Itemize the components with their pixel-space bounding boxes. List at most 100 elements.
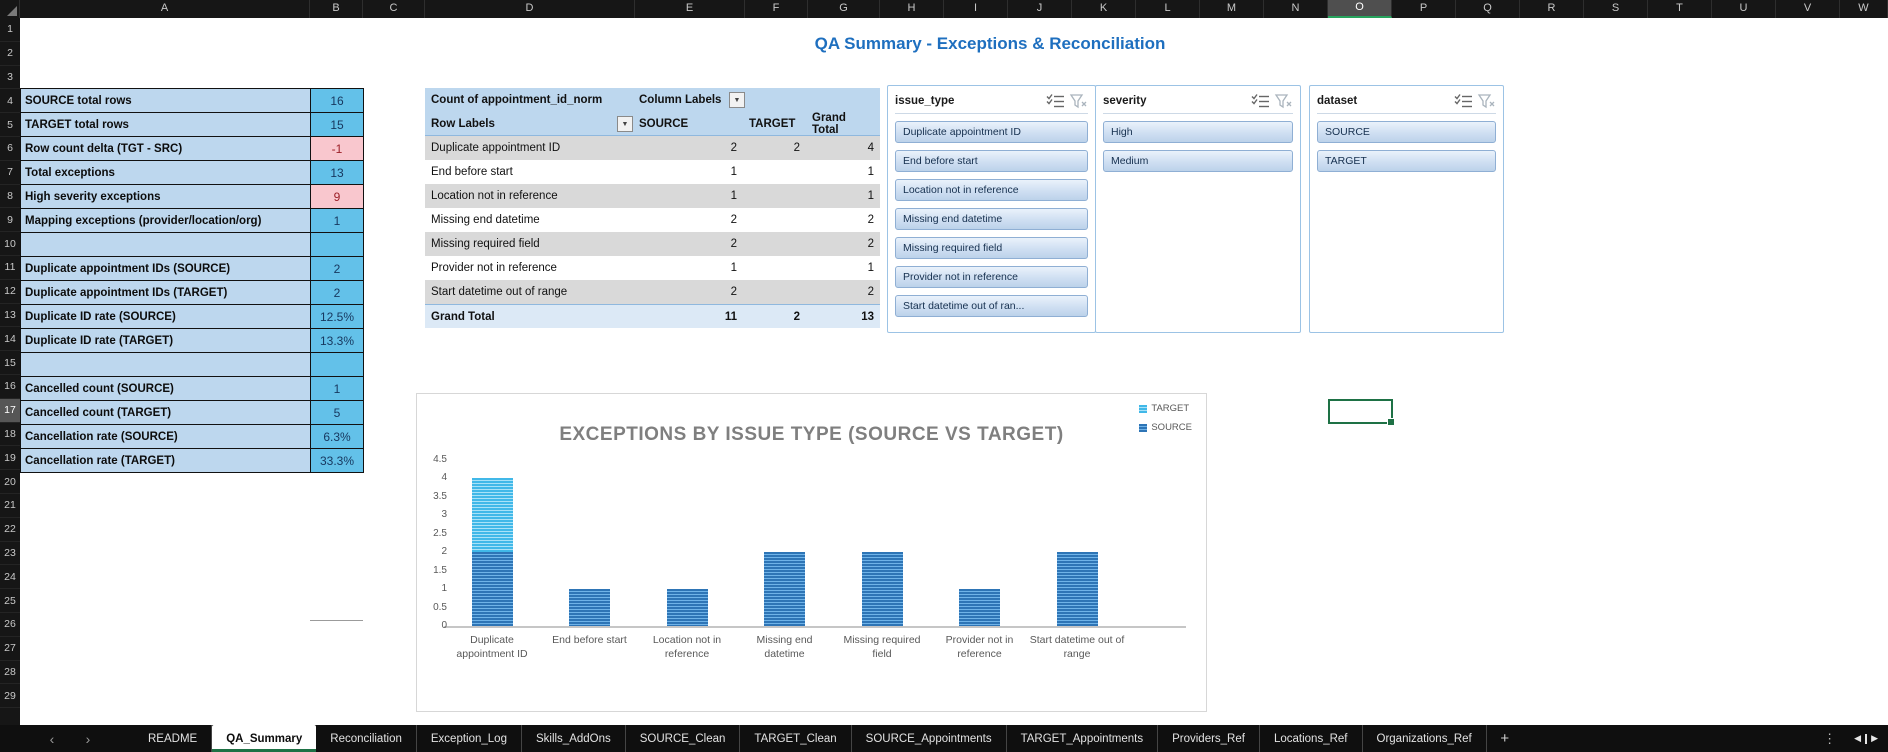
pivot-grand-label[interactable]: Grand Total bbox=[431, 310, 495, 323]
metric-label[interactable] bbox=[21, 353, 311, 377]
scroll-tabs-right-icon[interactable]: ▶ bbox=[1871, 733, 1878, 743]
metric-value[interactable]: 12.5% bbox=[311, 305, 364, 329]
pivot-source-value[interactable]: 1 bbox=[730, 190, 737, 202]
metric-label[interactable]: TARGET total rows bbox=[21, 113, 311, 137]
row-header-5[interactable]: 5 bbox=[0, 113, 20, 137]
row-header-23[interactable]: 23 bbox=[0, 542, 20, 566]
metric-label[interactable]: SOURCE total rows bbox=[21, 89, 311, 113]
column-header-L[interactable]: L bbox=[1136, 0, 1200, 18]
row-header-1[interactable]: 1 bbox=[0, 18, 20, 42]
row-header-2[interactable]: 2 bbox=[0, 42, 20, 66]
metric-label[interactable]: Duplicate appointment IDs (SOURCE) bbox=[21, 257, 311, 281]
pivot-col-header-target[interactable]: TARGET bbox=[749, 117, 796, 130]
multi-select-icon[interactable] bbox=[1251, 93, 1270, 109]
row-header-21[interactable]: 21 bbox=[0, 494, 20, 518]
metric-label[interactable]: Mapping exceptions (provider/location/or… bbox=[21, 209, 311, 233]
row-header-7[interactable]: 7 bbox=[0, 161, 20, 185]
row-header-28[interactable]: 28 bbox=[0, 661, 20, 685]
metric-value[interactable] bbox=[311, 353, 364, 377]
pivot-source-value[interactable]: 2 bbox=[730, 142, 737, 154]
column-header-E[interactable]: E bbox=[635, 0, 745, 18]
metric-label[interactable]: Duplicate appointment IDs (TARGET) bbox=[21, 281, 311, 305]
tab-exception_log[interactable]: Exception_Log bbox=[417, 725, 522, 752]
pivot-target-value[interactable] bbox=[745, 208, 808, 232]
pivot-col-header-source[interactable]: SOURCE bbox=[639, 117, 689, 130]
slicer-button[interactable]: Provider not in reference bbox=[895, 266, 1088, 288]
pivot-total-value[interactable]: 1 bbox=[867, 166, 874, 178]
row-header-24[interactable]: 24 bbox=[0, 565, 20, 590]
metric-value[interactable] bbox=[311, 233, 364, 257]
metric-label[interactable]: Duplicate ID rate (TARGET) bbox=[21, 329, 311, 353]
pivot-target-value[interactable] bbox=[745, 184, 808, 208]
pivot-source-value[interactable]: 2 bbox=[730, 214, 737, 226]
clear-filter-icon[interactable] bbox=[1274, 93, 1293, 109]
pivot-row-label[interactable]: Missing end datetime bbox=[431, 214, 540, 226]
tab-options-icon[interactable]: ⋮ bbox=[1823, 730, 1837, 746]
column-header-T[interactable]: T bbox=[1648, 0, 1712, 18]
column-header-H[interactable]: H bbox=[880, 0, 944, 18]
slicer-button[interactable]: High bbox=[1103, 121, 1293, 143]
prev-sheet-icon[interactable]: ‹ bbox=[49, 730, 55, 747]
pivot-total-value[interactable]: 1 bbox=[867, 262, 874, 274]
clear-filter-icon[interactable] bbox=[1069, 93, 1088, 109]
bar-segment-source[interactable] bbox=[666, 589, 708, 626]
pivot-column-labels[interactable]: Column Labels bbox=[639, 94, 722, 106]
metric-value[interactable]: 1 bbox=[311, 209, 364, 233]
tab-source_clean[interactable]: SOURCE_Clean bbox=[626, 725, 741, 752]
metric-label[interactable]: Cancelled count (TARGET) bbox=[21, 401, 311, 425]
row-header-13[interactable]: 13 bbox=[0, 304, 20, 328]
metric-value[interactable]: -1 bbox=[311, 137, 364, 161]
pivot-target-value[interactable] bbox=[745, 280, 808, 304]
pivot-row-label[interactable]: Provider not in reference bbox=[431, 262, 557, 274]
bar-segment-source[interactable] bbox=[569, 589, 610, 626]
add-sheet-button[interactable]: + bbox=[1500, 730, 1510, 747]
row-labels-dropdown-icon[interactable]: ▼ bbox=[617, 116, 633, 132]
pivot-source-value[interactable]: 1 bbox=[730, 166, 737, 178]
row-header-25[interactable]: 25 bbox=[0, 589, 20, 613]
row-header-29[interactable]: 29 bbox=[0, 684, 20, 709]
tab-skills_addons[interactable]: Skills_AddOns bbox=[522, 725, 626, 752]
row-header-18[interactable]: 18 bbox=[0, 423, 20, 447]
row-header-4[interactable]: 4 bbox=[0, 89, 20, 114]
tab-organizations_ref[interactable]: Organizations_Ref bbox=[1363, 725, 1487, 752]
pivot-row-label[interactable]: End before start bbox=[431, 166, 513, 178]
metric-value[interactable]: 33.3% bbox=[311, 449, 364, 473]
select-all-corner[interactable] bbox=[0, 0, 20, 18]
pivot-total-value[interactable]: 2 bbox=[867, 286, 874, 298]
slicer-button[interactable]: Missing required field bbox=[895, 237, 1088, 259]
row-header-22[interactable]: 22 bbox=[0, 518, 20, 542]
metric-value[interactable]: 2 bbox=[311, 281, 364, 305]
row-header-20[interactable]: 20 bbox=[0, 470, 20, 494]
row-header-19[interactable]: 19 bbox=[0, 446, 20, 471]
pivot-grand-total[interactable]: 13 bbox=[861, 310, 874, 323]
metric-label[interactable]: Total exceptions bbox=[21, 161, 311, 185]
pivot-col-header-grand-total[interactable]: Grand Total bbox=[812, 111, 846, 136]
column-header-J[interactable]: J bbox=[1008, 0, 1072, 18]
bar-segment-source[interactable] bbox=[471, 552, 513, 626]
metric-label[interactable]: Duplicate ID rate (SOURCE) bbox=[21, 305, 311, 329]
metric-value[interactable]: 1 bbox=[311, 377, 364, 401]
pivot-target-value[interactable] bbox=[745, 160, 808, 184]
metric-value[interactable]: 5 bbox=[311, 401, 364, 425]
column-header-A[interactable]: A bbox=[20, 0, 310, 18]
pivot-row-labels[interactable]: Row Labels bbox=[431, 117, 495, 130]
legend-item[interactable]: SOURCE bbox=[1139, 422, 1192, 433]
metric-label[interactable] bbox=[21, 233, 311, 257]
slicer-button[interactable]: SOURCE bbox=[1317, 121, 1496, 143]
pivot-target-value[interactable] bbox=[745, 232, 808, 256]
selected-cell[interactable] bbox=[1328, 399, 1395, 426]
tab-providers_ref[interactable]: Providers_Ref bbox=[1158, 725, 1260, 752]
column-header-S[interactable]: S bbox=[1584, 0, 1648, 18]
row-header-10[interactable]: 10 bbox=[0, 232, 20, 256]
next-sheet-icon[interactable]: › bbox=[85, 730, 91, 747]
pivot-total-value[interactable]: 2 bbox=[867, 238, 874, 250]
metric-value[interactable]: 13 bbox=[311, 161, 364, 185]
column-header-N[interactable]: N bbox=[1264, 0, 1328, 18]
slicer-button[interactable]: TARGET bbox=[1317, 150, 1496, 172]
tab-locations_ref[interactable]: Locations_Ref bbox=[1260, 725, 1363, 752]
row-header-11[interactable]: 11 bbox=[0, 256, 20, 280]
bar-segment-source[interactable] bbox=[764, 552, 805, 626]
multi-select-icon[interactable] bbox=[1454, 93, 1473, 109]
column-labels-dropdown-icon[interactable]: ▼ bbox=[729, 92, 745, 108]
metric-value[interactable]: 9 bbox=[311, 185, 364, 209]
